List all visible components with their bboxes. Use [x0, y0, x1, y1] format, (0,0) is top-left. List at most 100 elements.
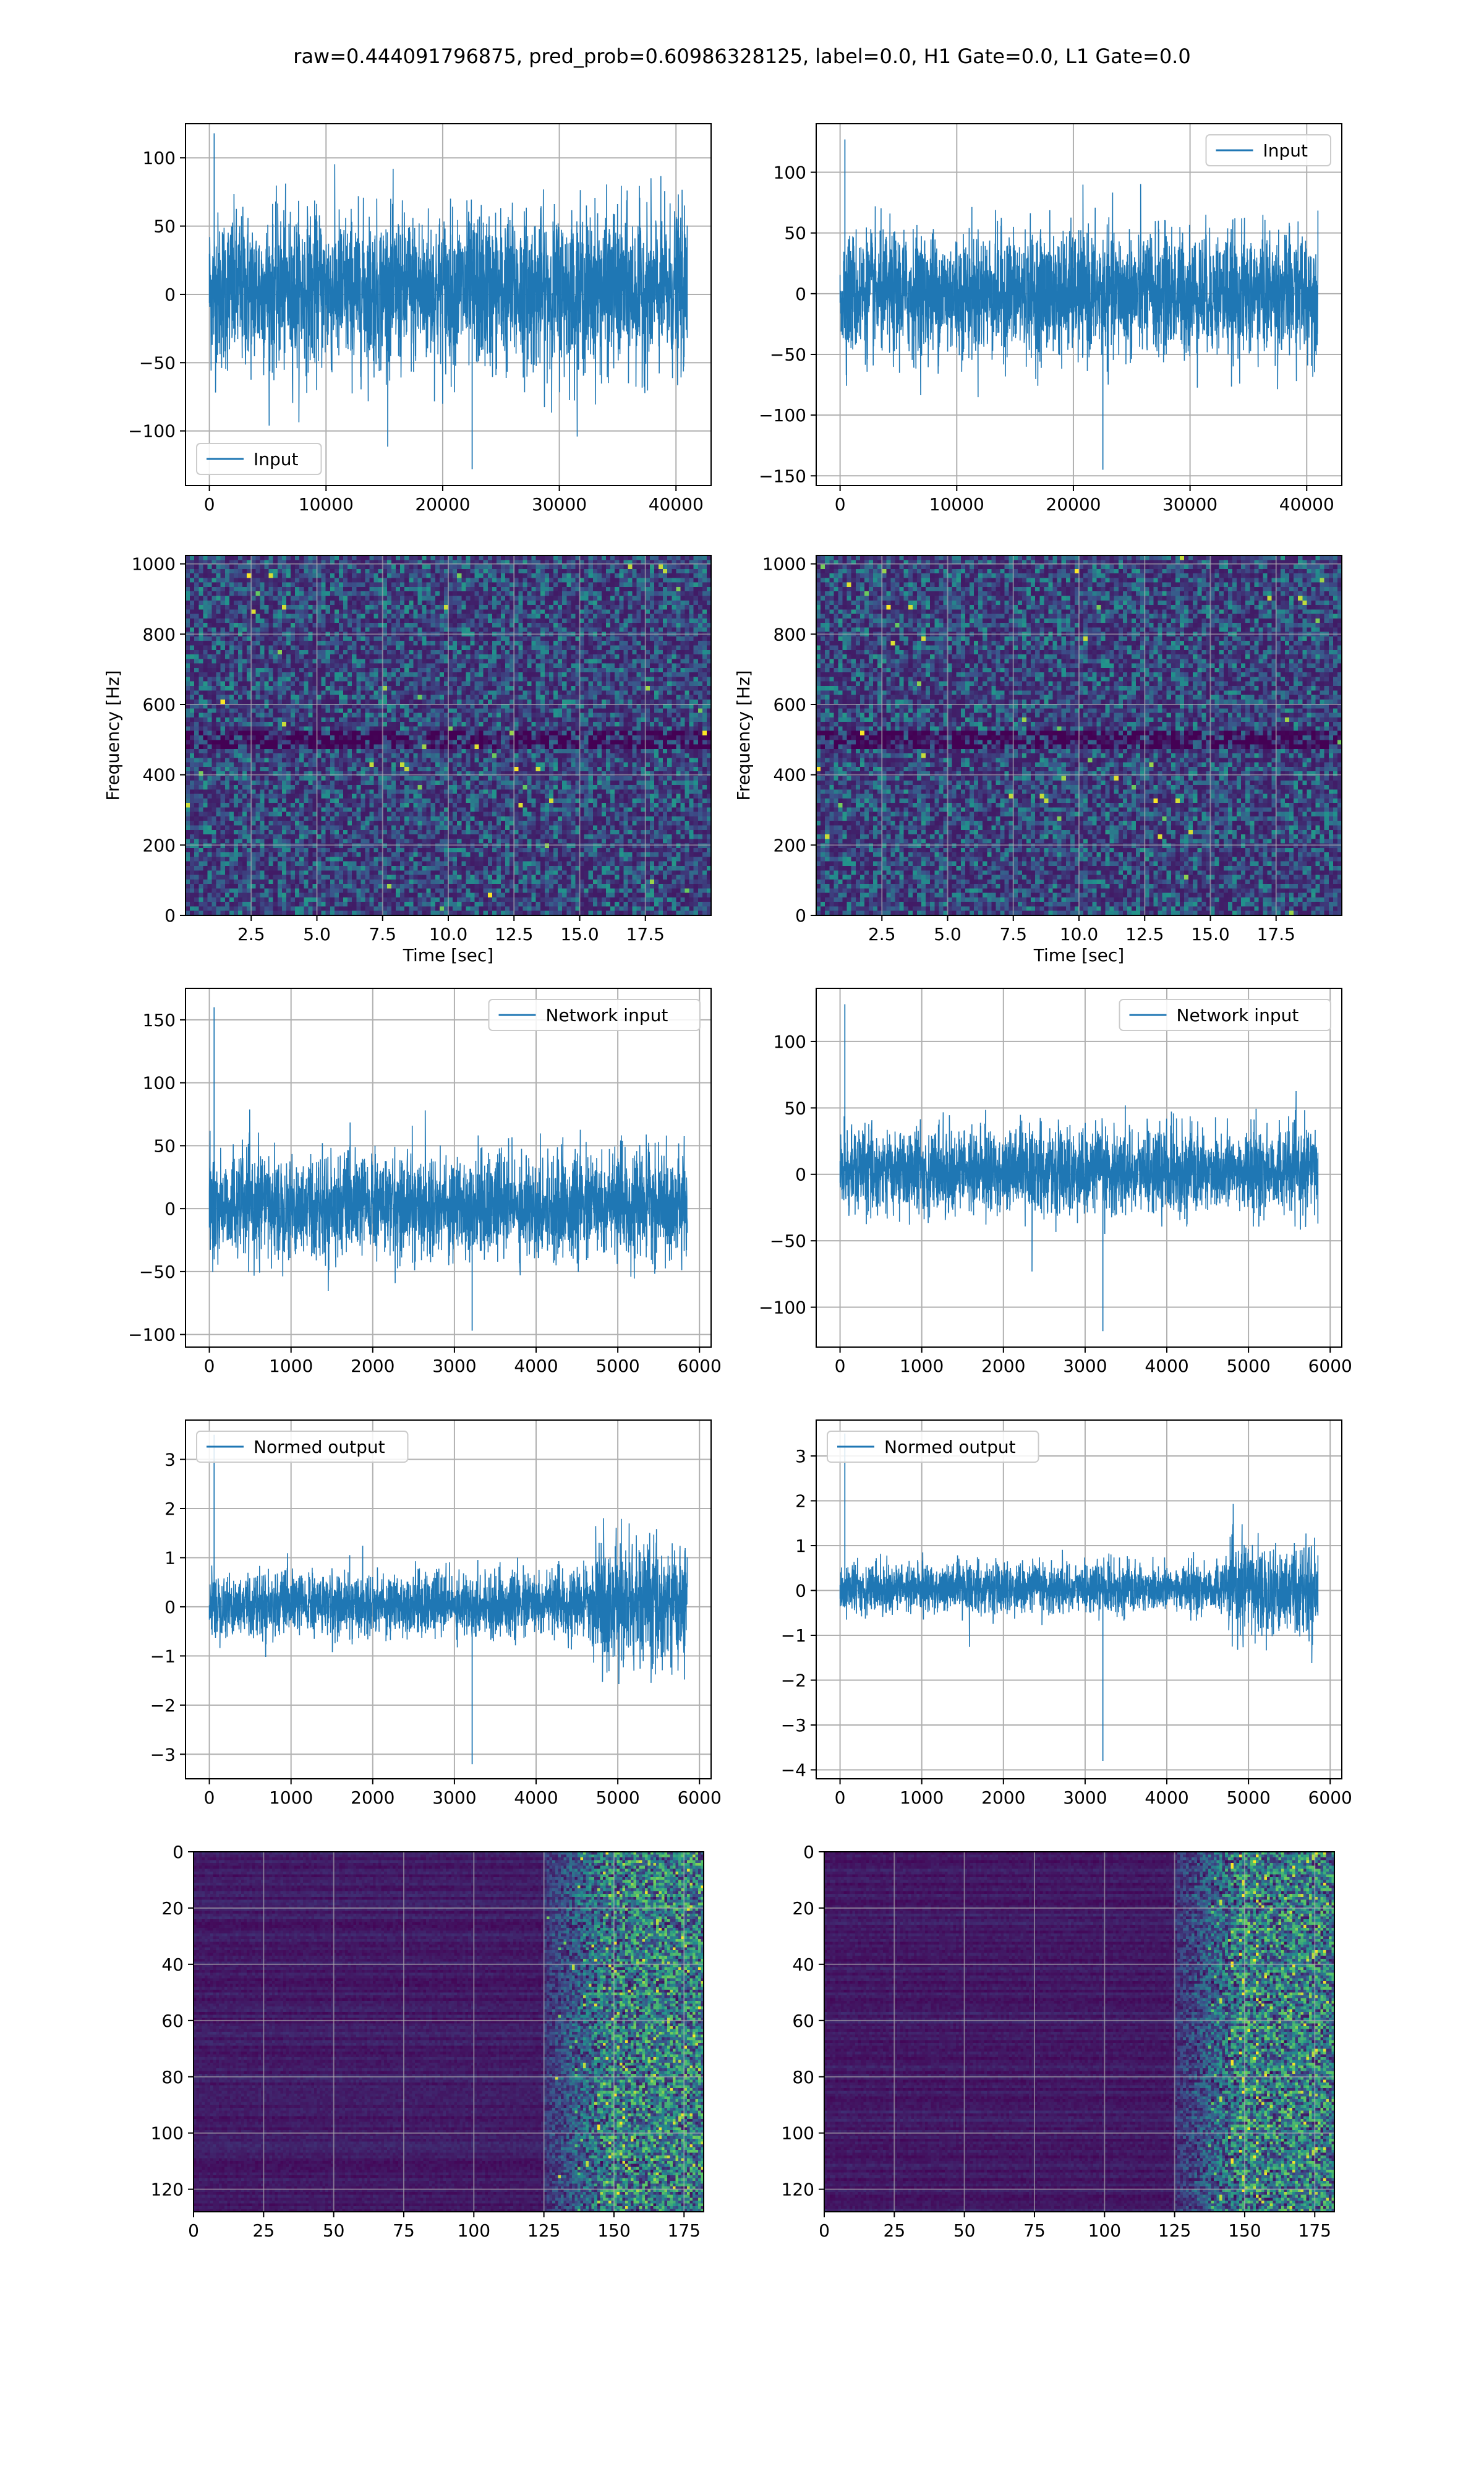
heatmap-cell — [470, 555, 475, 560]
heatmap-cell — [623, 578, 628, 583]
heatmap-cell — [260, 601, 265, 606]
heatmap-cell — [522, 596, 527, 601]
heatmap-cell — [514, 605, 519, 610]
heatmap-cell — [522, 591, 527, 596]
heatmap-cell — [190, 587, 195, 592]
heatmap-cell — [339, 641, 344, 646]
heatmap-cell — [663, 609, 668, 614]
heatmap-cell — [207, 596, 212, 601]
heatmap-cell — [501, 605, 506, 610]
heatmap-cell — [597, 618, 602, 623]
heatmap-cell — [702, 578, 707, 583]
heatmap-cell — [584, 614, 589, 619]
heatmap-cell — [295, 583, 300, 588]
heatmap-cell — [628, 609, 633, 614]
heatmap-cell — [654, 618, 659, 623]
heatmap-cell — [615, 605, 620, 610]
heatmap-cell — [413, 627, 418, 632]
heatmap-cell — [566, 555, 571, 560]
heatmap-cell — [286, 605, 291, 610]
heatmap-cell — [448, 618, 453, 623]
heatmap-cell — [427, 641, 432, 646]
heatmap-cell — [299, 623, 304, 628]
heatmap-cell — [584, 609, 589, 614]
heatmap-cell — [387, 641, 392, 646]
heatmap-cell — [457, 623, 462, 628]
heatmap-cell — [212, 578, 217, 583]
heatmap-cell — [676, 609, 681, 614]
heatmap-cell — [221, 636, 226, 641]
heatmap-cell — [282, 609, 287, 614]
heatmap-cell — [676, 623, 681, 628]
heatmap-cell — [304, 578, 309, 583]
heatmap-cell — [453, 623, 458, 628]
heatmap-cell — [413, 605, 418, 610]
heatmap-cell — [479, 618, 484, 623]
heatmap-cell — [413, 601, 418, 606]
heatmap-cell — [360, 573, 365, 578]
heatmap-cell — [242, 573, 247, 578]
heatmap-cell — [335, 636, 339, 641]
heatmap-cell — [497, 609, 501, 614]
heatmap-cell — [413, 591, 418, 596]
heatmap-cell — [694, 596, 699, 601]
heatmap-cell — [409, 569, 414, 574]
heatmap-cell — [637, 587, 642, 592]
heatmap-cell — [461, 591, 466, 596]
heatmap-cell — [282, 623, 287, 628]
heatmap-cell — [501, 623, 506, 628]
heatmap-cell — [597, 609, 602, 614]
heatmap-cell — [216, 569, 221, 574]
heatmap-cell — [484, 605, 488, 610]
heatmap-cell — [229, 583, 234, 588]
heatmap-cell — [610, 636, 615, 641]
heatmap-cell — [387, 636, 392, 641]
heatmap-cell — [633, 623, 638, 628]
heatmap-cell — [440, 578, 445, 583]
heatmap-cell — [532, 623, 537, 628]
heatmap-cell — [545, 555, 550, 560]
heatmap-cell — [360, 601, 365, 606]
heatmap-cell — [404, 609, 409, 614]
heatmap-cell — [282, 573, 287, 578]
heatmap-cell — [299, 614, 304, 619]
heatmap-cell — [488, 618, 493, 623]
heatmap-cell — [536, 601, 541, 606]
heatmap-cell — [221, 573, 226, 578]
heatmap-cell — [619, 636, 624, 641]
heatmap-cell — [387, 609, 392, 614]
heatmap-cell — [221, 618, 226, 623]
heatmap-cell — [251, 623, 256, 628]
heatmap-cell — [317, 623, 322, 628]
heatmap-cell — [532, 605, 537, 610]
heatmap-cell — [470, 587, 475, 592]
heatmap-cell — [448, 565, 453, 570]
heatmap-cell — [584, 578, 589, 583]
heatmap-cell — [339, 618, 344, 623]
heatmap-cell — [615, 578, 620, 583]
heatmap-cell — [391, 609, 396, 614]
heatmap-cell — [212, 569, 217, 574]
heatmap-cell — [527, 623, 532, 628]
heatmap-cell — [532, 601, 537, 606]
heatmap-cell — [623, 583, 628, 588]
heatmap-cell — [242, 601, 247, 606]
heatmap-cell — [273, 569, 278, 574]
heatmap-cell — [360, 583, 365, 588]
heatmap-cell — [212, 623, 217, 628]
heatmap-cell — [242, 614, 247, 619]
heatmap-cell — [326, 573, 331, 578]
heatmap-cell — [400, 569, 405, 574]
heatmap-cell — [566, 591, 571, 596]
heatmap-cell — [427, 587, 432, 592]
heatmap-cell — [216, 587, 221, 592]
heatmap-cell — [597, 601, 602, 606]
heatmap-cell — [417, 591, 422, 596]
heatmap-cell — [360, 555, 365, 560]
heatmap-cell — [610, 591, 615, 596]
heatmap-cell — [260, 591, 265, 596]
heatmap-cell — [663, 601, 668, 606]
heatmap-cell — [203, 623, 208, 628]
heatmap-cell — [304, 583, 309, 588]
heatmap-cell — [286, 555, 291, 560]
